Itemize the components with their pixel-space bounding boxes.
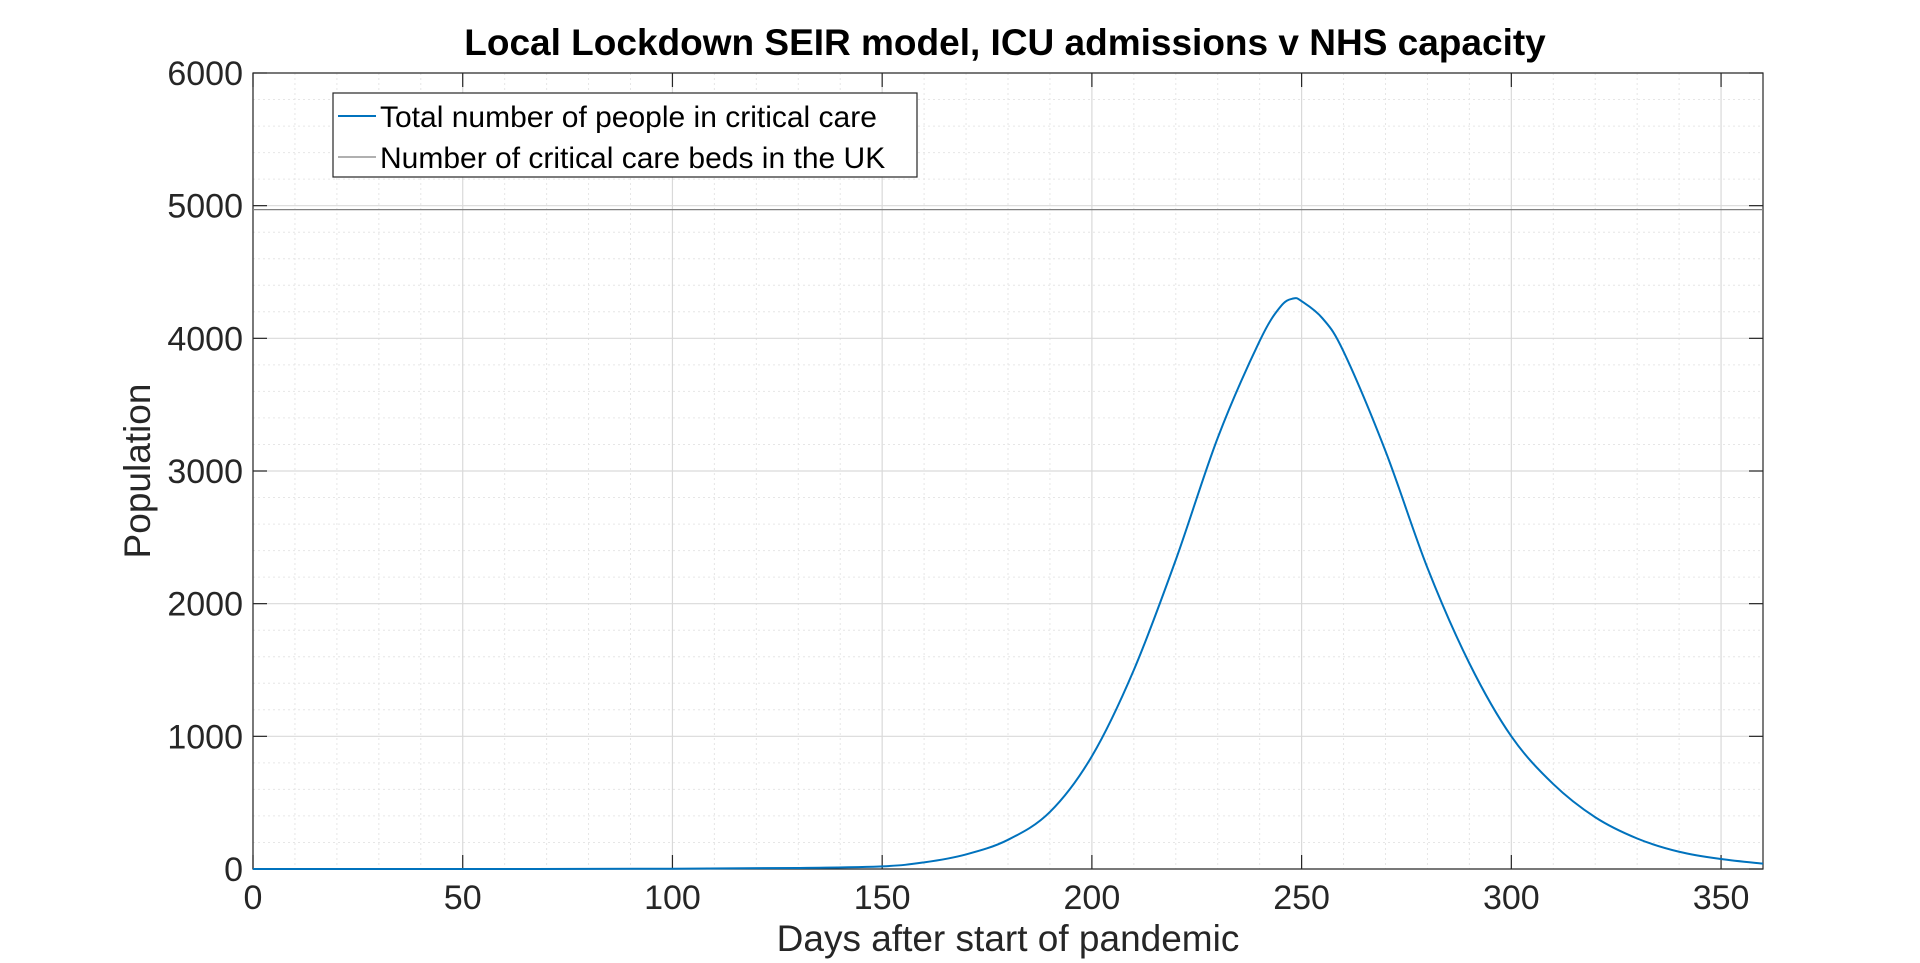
series-lines [253, 209, 1764, 871]
y-tick-label: 0 [224, 851, 243, 889]
legend: Total number of people in critical care … [332, 92, 918, 178]
legend-entry-beds: Number of critical care beds in the UK [380, 142, 885, 175]
grid [252, 72, 1764, 870]
x-axis-label: Days after start of pandemic [777, 918, 1240, 959]
legend-box [332, 92, 918, 178]
y-tick-label: 5000 [167, 188, 243, 226]
x-tick-label: 300 [1483, 879, 1540, 917]
y-tick-label: 3000 [167, 453, 243, 491]
y-tick-label: 1000 [167, 718, 243, 756]
y-tick-label: 4000 [167, 320, 243, 358]
x-tick-label: 50 [444, 879, 482, 917]
y-tick-label: 6000 [167, 55, 243, 93]
x-tick-label: 350 [1693, 879, 1750, 917]
x-tick-label: 100 [644, 879, 701, 917]
x-tick-label: 150 [854, 879, 911, 917]
series-line-0 [253, 297, 1764, 871]
axis-ticks: 0 50 100 150 200 250 300 350 0 1000 2000 3000 4000 50… [167, 55, 1763, 917]
x-tick-label: 200 [1064, 879, 1121, 917]
chart-title: Local Lockdown SEIR model, ICU admission… [464, 22, 1546, 63]
y-tick-label: 2000 [167, 586, 243, 624]
x-tick-label: 0 [244, 879, 263, 917]
legend-entry-critical-care: Total number of people in critical care [380, 101, 877, 134]
x-tick-label: 250 [1273, 879, 1330, 917]
y-axis-label: Population [117, 384, 158, 559]
